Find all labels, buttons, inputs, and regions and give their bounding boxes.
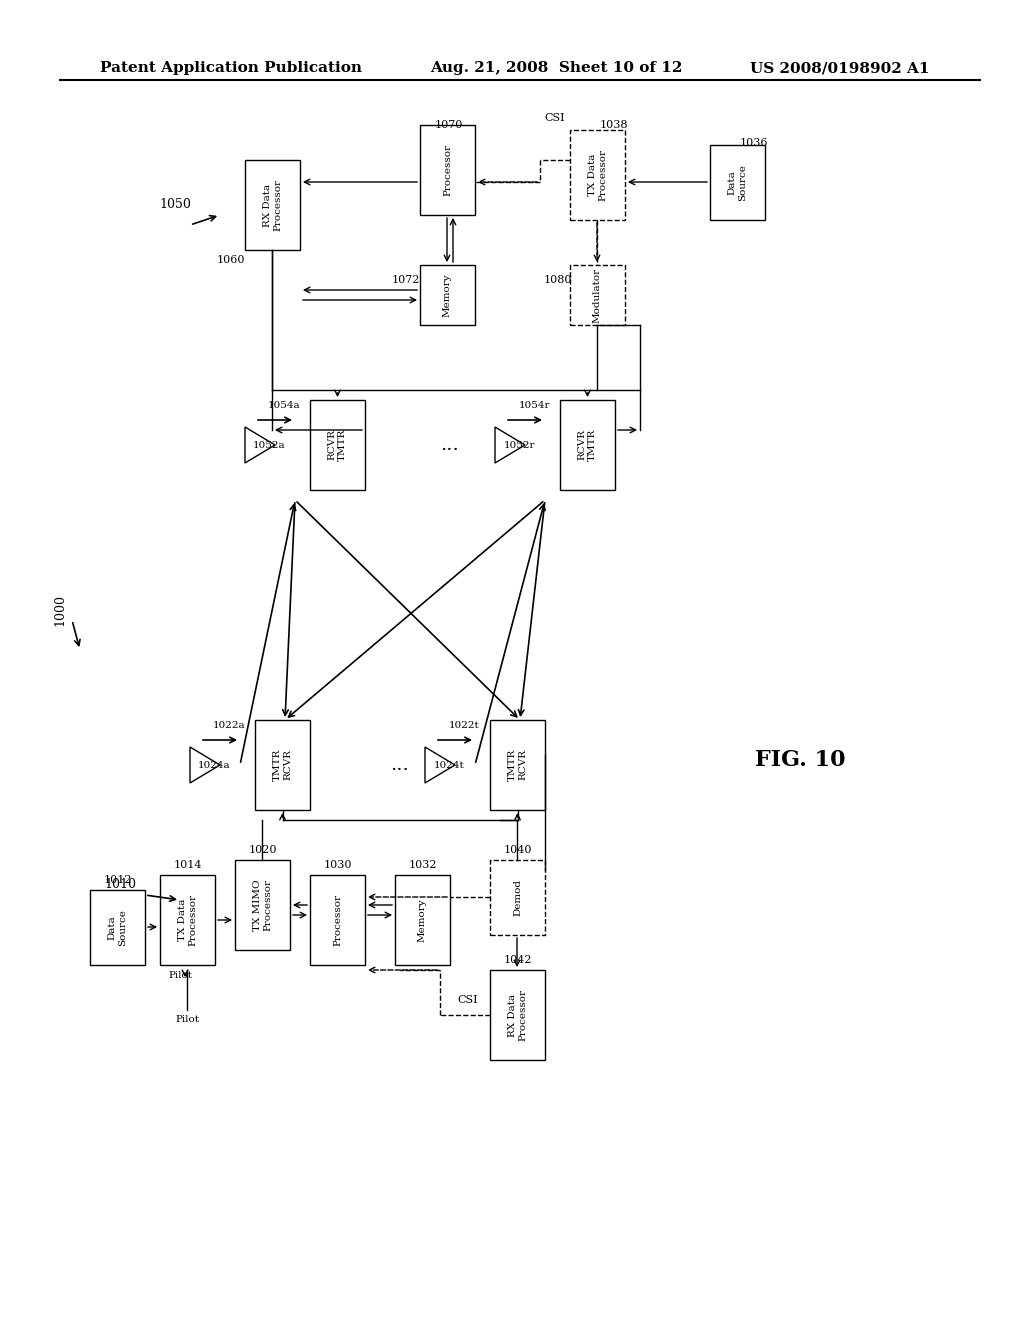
Text: 1024a: 1024a (198, 760, 230, 770)
Text: 1036: 1036 (740, 139, 768, 148)
Text: Processor: Processor (443, 144, 452, 195)
Text: TX Data
Processor: TX Data Processor (178, 894, 198, 946)
Text: 1020: 1020 (248, 845, 276, 855)
Text: RX Data
Processor: RX Data Processor (263, 180, 283, 231)
Text: 1052a: 1052a (252, 441, 285, 450)
Text: 1042: 1042 (503, 954, 531, 965)
Text: 1000: 1000 (53, 594, 67, 626)
Text: Modulator: Modulator (593, 268, 602, 322)
Text: TMTR
RCVR: TMTR RCVR (508, 748, 527, 781)
Text: Processor: Processor (333, 894, 342, 946)
Text: 1040: 1040 (503, 845, 531, 855)
FancyBboxPatch shape (420, 125, 475, 215)
FancyBboxPatch shape (490, 719, 545, 810)
Text: 1080: 1080 (544, 275, 572, 285)
Text: 1012: 1012 (103, 875, 132, 884)
Text: RX Data
Processor: RX Data Processor (508, 989, 527, 1041)
Text: 1014: 1014 (173, 861, 202, 870)
Text: TMTR
RCVR: TMTR RCVR (272, 748, 292, 781)
FancyBboxPatch shape (234, 861, 290, 950)
Text: Data
Source: Data Source (108, 909, 127, 946)
Text: 1054r: 1054r (518, 400, 550, 409)
Text: 1024t: 1024t (434, 760, 465, 770)
Text: Pilot: Pilot (168, 970, 193, 979)
FancyBboxPatch shape (310, 875, 365, 965)
Text: Aug. 21, 2008  Sheet 10 of 12: Aug. 21, 2008 Sheet 10 of 12 (430, 61, 682, 75)
Text: 1072: 1072 (392, 275, 420, 285)
Text: Memory: Memory (418, 898, 427, 941)
FancyBboxPatch shape (245, 160, 300, 249)
FancyBboxPatch shape (255, 719, 310, 810)
FancyBboxPatch shape (310, 400, 365, 490)
Text: 1052r: 1052r (504, 441, 535, 450)
FancyBboxPatch shape (560, 400, 615, 490)
Text: TX Data
Processor: TX Data Processor (588, 149, 607, 201)
FancyBboxPatch shape (570, 129, 625, 220)
FancyBboxPatch shape (160, 875, 215, 965)
Text: 1030: 1030 (324, 861, 352, 870)
Text: ...: ... (390, 756, 410, 774)
Text: CSI: CSI (458, 995, 478, 1005)
Text: RCVR
TMTR: RCVR TMTR (328, 429, 347, 461)
Text: Memory: Memory (443, 273, 452, 317)
Text: 1022a: 1022a (212, 721, 245, 730)
Text: RCVR
TMTR: RCVR TMTR (578, 429, 597, 461)
Text: CSI: CSI (545, 114, 565, 123)
Text: FIG. 10: FIG. 10 (755, 748, 845, 771)
Text: 1010: 1010 (104, 879, 136, 891)
Text: 1070: 1070 (435, 120, 464, 129)
FancyBboxPatch shape (490, 861, 545, 935)
Text: TX MIMO
Processor: TX MIMO Processor (253, 879, 272, 931)
Text: Data
Source: Data Source (728, 164, 748, 201)
Text: Demod: Demod (513, 879, 522, 916)
Text: 1032: 1032 (409, 861, 437, 870)
Text: 1050: 1050 (159, 198, 190, 211)
FancyBboxPatch shape (570, 265, 625, 325)
Text: Patent Application Publication: Patent Application Publication (100, 61, 362, 75)
FancyBboxPatch shape (420, 265, 475, 325)
Text: 1060: 1060 (217, 255, 246, 265)
Text: ...: ... (440, 436, 460, 454)
FancyBboxPatch shape (710, 145, 765, 220)
Text: 1022t: 1022t (450, 721, 480, 730)
Text: Pilot: Pilot (175, 1015, 199, 1024)
FancyBboxPatch shape (395, 875, 450, 965)
Text: US 2008/0198902 A1: US 2008/0198902 A1 (750, 61, 930, 75)
Text: 1038: 1038 (600, 120, 629, 129)
Text: 1054a: 1054a (267, 400, 300, 409)
FancyBboxPatch shape (90, 890, 145, 965)
FancyBboxPatch shape (490, 970, 545, 1060)
